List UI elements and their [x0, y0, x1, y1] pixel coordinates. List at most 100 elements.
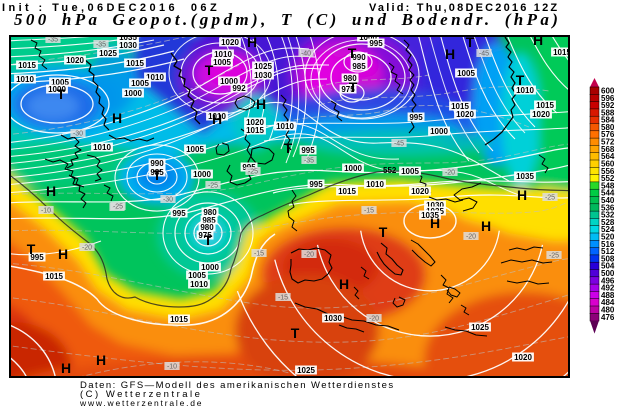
svg-text:-15: -15 [364, 208, 374, 215]
svg-text:1015: 1015 [170, 315, 188, 324]
svg-text:1030: 1030 [254, 71, 272, 80]
svg-text:500: 500 [601, 269, 615, 278]
svg-text:1005: 1005 [457, 69, 475, 78]
svg-text:1010: 1010 [516, 86, 534, 95]
svg-text:572: 572 [601, 138, 615, 147]
svg-text:1000: 1000 [344, 164, 362, 173]
svg-text:-35: -35 [96, 42, 106, 49]
svg-text:540: 540 [601, 196, 615, 205]
svg-text:1020: 1020 [411, 187, 429, 196]
svg-text:H: H [430, 215, 440, 231]
svg-text:524: 524 [601, 225, 615, 234]
svg-text:492: 492 [601, 284, 615, 293]
svg-text:995: 995 [172, 209, 186, 218]
svg-text:1010: 1010 [190, 280, 208, 289]
svg-text:-20: -20 [304, 252, 314, 259]
svg-text:1015: 1015 [536, 101, 554, 110]
svg-text:1020: 1020 [532, 110, 550, 119]
svg-text:985: 985 [352, 62, 366, 71]
svg-text:1035: 1035 [119, 35, 137, 42]
svg-text:T: T [205, 62, 214, 78]
svg-text:H: H [46, 183, 56, 199]
svg-text:T: T [348, 45, 357, 61]
svg-text:T: T [153, 167, 162, 183]
svg-text:H: H [61, 360, 71, 376]
svg-text:520: 520 [601, 233, 615, 242]
svg-text:-35: -35 [48, 37, 58, 44]
svg-text:1005: 1005 [401, 167, 419, 176]
svg-text:536: 536 [601, 203, 615, 212]
svg-text:1010: 1010 [276, 122, 294, 131]
svg-text:1000: 1000 [430, 127, 448, 136]
svg-text:544: 544 [601, 189, 615, 198]
svg-text:-25: -25 [208, 183, 218, 190]
svg-text:-25: -25 [113, 204, 123, 211]
svg-text:1025: 1025 [254, 62, 272, 71]
svg-text:T: T [284, 140, 293, 156]
svg-text:T: T [349, 79, 358, 95]
svg-text:1035: 1035 [421, 211, 439, 220]
svg-text:1015: 1015 [126, 59, 144, 68]
svg-text:1010: 1010 [208, 112, 226, 121]
svg-text:1020: 1020 [221, 38, 239, 47]
svg-text:-10: -10 [41, 208, 51, 215]
svg-text:592: 592 [601, 101, 615, 110]
svg-text:576: 576 [601, 130, 615, 139]
svg-text:484: 484 [601, 298, 615, 307]
svg-text:-45: -45 [479, 51, 489, 58]
svg-text:508: 508 [601, 254, 615, 263]
svg-text:985: 985 [150, 168, 164, 177]
svg-text:1000: 1000 [193, 170, 211, 179]
svg-text:T: T [291, 325, 300, 341]
svg-text:H: H [481, 218, 491, 234]
svg-text:504: 504 [601, 262, 615, 271]
svg-text:1010: 1010 [146, 73, 164, 82]
svg-text:990: 990 [352, 53, 366, 62]
svg-text:980: 980 [203, 208, 217, 217]
svg-text:1015: 1015 [45, 272, 63, 281]
svg-text:476: 476 [601, 313, 615, 322]
svg-text:1020: 1020 [514, 353, 532, 362]
svg-text:548: 548 [601, 181, 615, 190]
svg-text:1025: 1025 [297, 366, 315, 375]
svg-text:H: H [517, 187, 527, 203]
svg-text:-15: -15 [254, 251, 264, 258]
svg-text:516: 516 [601, 240, 615, 249]
svg-text:1015: 1015 [553, 48, 570, 57]
svg-text:1010: 1010 [214, 50, 232, 59]
svg-text:1015: 1015 [18, 61, 36, 70]
svg-text:H: H [58, 246, 68, 262]
svg-text:580: 580 [601, 123, 615, 132]
svg-text:-30: -30 [73, 131, 83, 138]
svg-text:H: H [247, 35, 257, 50]
svg-text:568: 568 [601, 145, 615, 154]
svg-text:1010: 1010 [16, 75, 34, 84]
svg-text:-25: -25 [545, 195, 555, 202]
svg-text:1025: 1025 [99, 49, 117, 58]
svg-text:-20: -20 [445, 170, 455, 177]
svg-text:995: 995 [30, 253, 44, 262]
svg-text:596: 596 [601, 94, 615, 103]
svg-text:560: 560 [601, 160, 615, 169]
svg-text:-25: -25 [549, 253, 559, 260]
svg-text:528: 528 [601, 218, 615, 227]
svg-text:H: H [339, 276, 349, 292]
svg-text:-45: -45 [394, 141, 404, 148]
svg-text:H: H [533, 35, 543, 48]
svg-text:1010: 1010 [366, 180, 384, 189]
svg-text:-30: -30 [163, 197, 173, 204]
svg-text:-20: -20 [369, 316, 379, 323]
svg-text:-40: -40 [301, 51, 311, 58]
svg-text:1000: 1000 [359, 35, 377, 42]
svg-text:480: 480 [601, 306, 615, 315]
svg-text:975: 975 [198, 231, 212, 240]
svg-text:1005: 1005 [213, 58, 231, 67]
svg-text:1030: 1030 [426, 201, 444, 210]
svg-text:1020: 1020 [456, 110, 474, 119]
svg-text:985: 985 [202, 216, 216, 225]
svg-text:512: 512 [601, 247, 615, 256]
svg-text:552: 552 [383, 166, 397, 175]
svg-text:1015: 1015 [338, 187, 356, 196]
svg-text:-20: -20 [82, 245, 92, 252]
svg-text:995: 995 [369, 39, 383, 48]
